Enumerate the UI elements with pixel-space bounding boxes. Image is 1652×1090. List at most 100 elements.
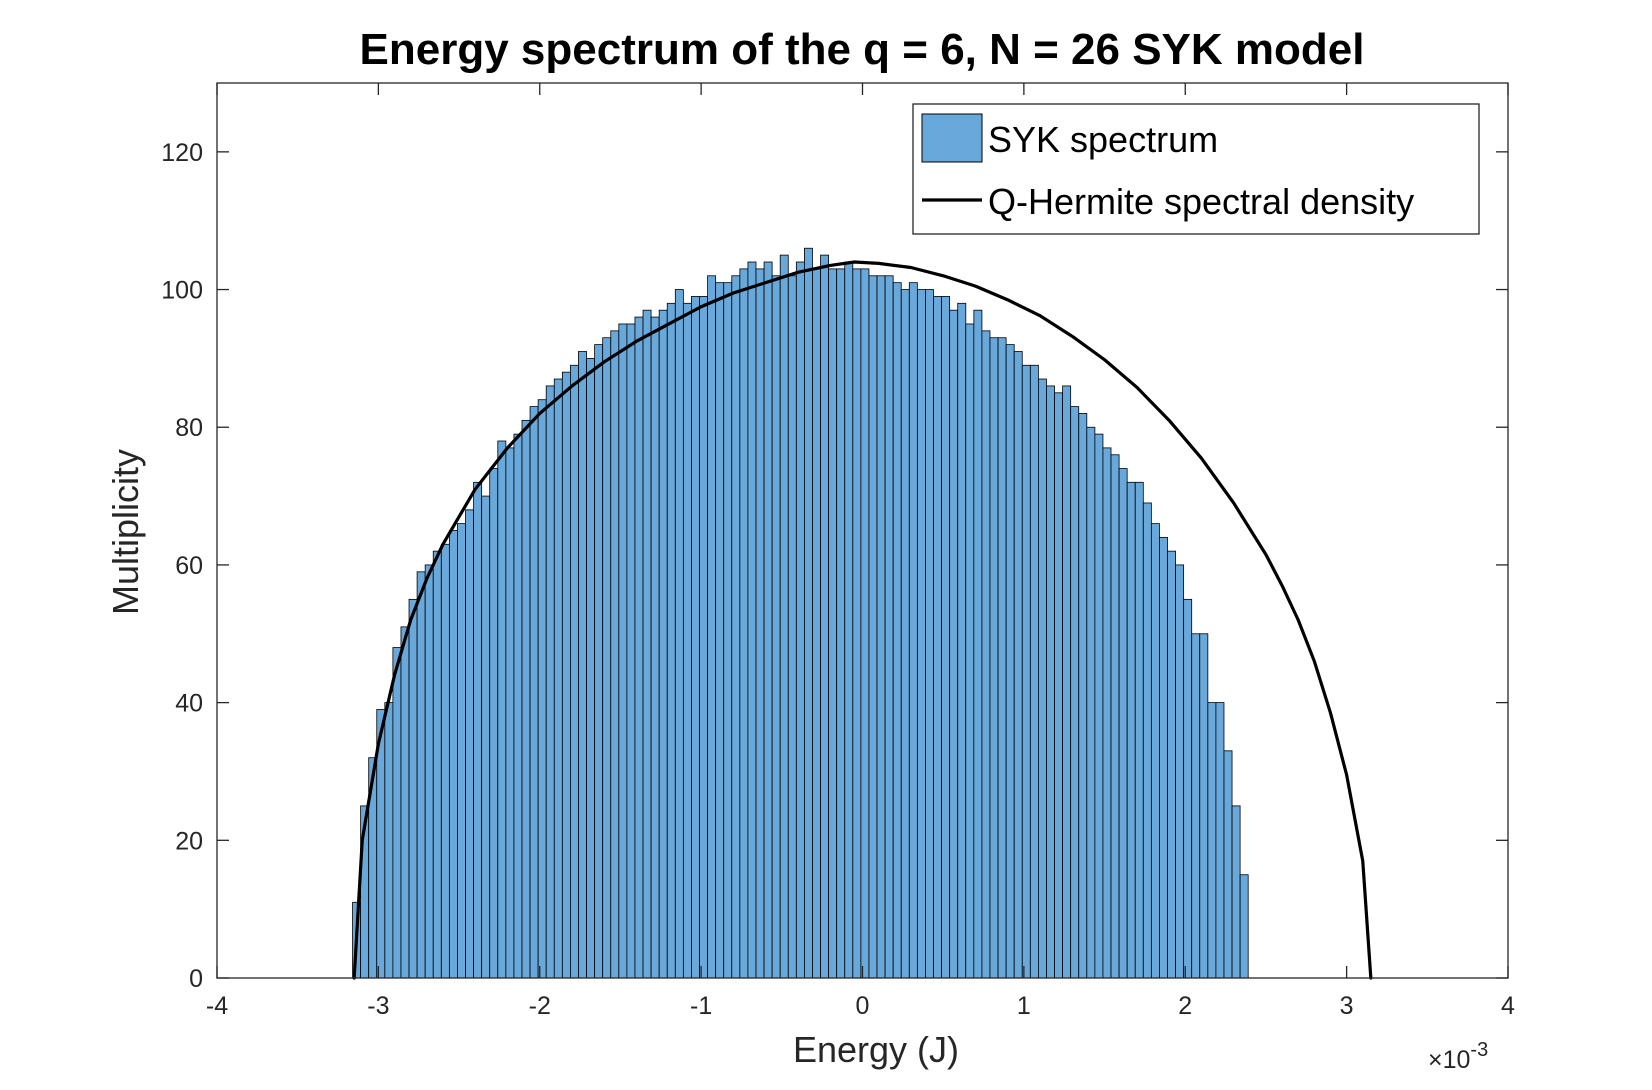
- histogram-bar: [1183, 598, 1193, 979]
- histogram-bar: [892, 282, 902, 979]
- histogram-bar: [1054, 392, 1064, 979]
- histogram-bar: [900, 289, 910, 979]
- y-tick-label: 0: [189, 965, 203, 993]
- histogram-bar: [820, 254, 830, 979]
- histogram-bar: [473, 481, 483, 979]
- histogram-bar: [594, 344, 604, 979]
- histogram-bar: [1094, 433, 1104, 979]
- histogram-bar: [771, 275, 781, 979]
- histogram-bar: [465, 509, 474, 979]
- histogram-bar: [1199, 633, 1209, 979]
- histogram-bar: [844, 261, 854, 979]
- y-tick-label: 80: [175, 414, 203, 442]
- histogram-bar: [973, 309, 983, 979]
- histogram-bar: [505, 447, 515, 979]
- histogram-bar: [1191, 633, 1201, 979]
- histogram-bar: [481, 495, 491, 979]
- histogram-bar: [795, 261, 805, 979]
- histogram-bar: [755, 268, 765, 979]
- x-tick-label: 4: [1501, 992, 1515, 1020]
- histogram-bar: [941, 296, 951, 979]
- histogram-bar: [925, 289, 934, 979]
- histogram-bar: [779, 254, 789, 979]
- histogram-bar: [1167, 550, 1176, 979]
- histogram-bar: [691, 296, 700, 979]
- histogram-bar: [440, 543, 450, 979]
- histogram-bar: [1102, 447, 1112, 979]
- histogram-bar: [650, 316, 660, 979]
- x-tick-label: 0: [856, 992, 870, 1020]
- x-tick-label: 2: [1178, 992, 1192, 1020]
- histogram-bar: [787, 275, 797, 979]
- histogram-bar: [529, 406, 539, 979]
- legend-box: [912, 103, 1480, 235]
- histogram-bar: [812, 268, 821, 979]
- histogram-bar: [997, 337, 1007, 979]
- histogram-bar: [699, 296, 708, 979]
- histogram-bar: [860, 268, 870, 979]
- histogram-bar: [513, 433, 523, 979]
- histogram-bar: [570, 364, 579, 979]
- histogram-bar: [1062, 385, 1072, 979]
- histogram-bar: [1223, 750, 1233, 979]
- histogram-bar: [400, 626, 410, 979]
- histogram-bar: [723, 282, 733, 979]
- histogram-bar: [553, 378, 563, 979]
- legend-swatch-histogram: [921, 113, 983, 163]
- histogram-bar: [642, 309, 652, 979]
- histogram-bar: [408, 598, 418, 979]
- histogram-bar: [578, 351, 587, 979]
- histogram-bar: [634, 316, 644, 979]
- x-tick-label: -4: [206, 992, 228, 1020]
- histogram-bar: [610, 330, 620, 979]
- histogram-bar: [1134, 481, 1144, 979]
- x-axis-label: Energy (J): [793, 1029, 959, 1070]
- histogram-bar: [1086, 426, 1096, 979]
- histogram-bar: [682, 302, 692, 979]
- histogram-bar: [1207, 702, 1217, 979]
- histogram-bar: [989, 337, 999, 979]
- histogram-bar: [1029, 364, 1039, 979]
- histogram-bar: [1159, 536, 1168, 979]
- histogram-bar: [884, 275, 894, 979]
- histogram-bar: [545, 385, 555, 979]
- histogram-bar: [1142, 502, 1152, 979]
- histogram-bar: [489, 468, 499, 979]
- histogram-bar: [1021, 364, 1031, 979]
- y-tick-label: 20: [175, 827, 203, 855]
- density-curve: [352, 260, 1373, 980]
- histogram-bar: [876, 275, 886, 979]
- x-axis-multiplier-exponent: -3: [1470, 1039, 1488, 1061]
- y-axis-ticks: 0 20 40 60 80 100 120: [161, 139, 1508, 993]
- histogram-bar: [763, 261, 773, 979]
- histogram-bar: [715, 282, 725, 979]
- chart-title: Energy spectrum of the q = 6, N = 26 SYK…: [360, 25, 1365, 74]
- histogram-bar: [1150, 523, 1160, 979]
- histogram-bar: [1175, 564, 1185, 979]
- histogram-bar: [658, 309, 668, 979]
- histogram-bar: [1126, 481, 1136, 979]
- histogram-bar: [537, 399, 547, 979]
- histogram-bar: [384, 702, 394, 979]
- x-tick-label: 1: [1017, 992, 1031, 1020]
- histogram-bar: [1070, 406, 1080, 979]
- histogram-bar: [416, 571, 426, 979]
- histogram-bar: [1078, 413, 1088, 979]
- x-tick-label: -1: [690, 992, 712, 1020]
- histogram-bar: [457, 523, 466, 979]
- histogram-bar: [448, 530, 458, 979]
- histogram-bar: [739, 268, 749, 979]
- histogram-bar: [424, 564, 434, 979]
- histogram-bar: [1110, 454, 1120, 979]
- histogram-bar: [933, 296, 942, 979]
- histogram-bar: [674, 289, 684, 979]
- histogram-bar: [392, 647, 402, 979]
- histogram-bar: [957, 302, 967, 979]
- histogram-bar: [1046, 385, 1055, 979]
- legend-label-histogram: SYK spectrum: [988, 119, 1218, 160]
- histogram-bar: [828, 268, 838, 979]
- histogram-bar: [1231, 805, 1241, 979]
- histogram-bar: [618, 323, 628, 979]
- histogram-bar: [432, 550, 442, 979]
